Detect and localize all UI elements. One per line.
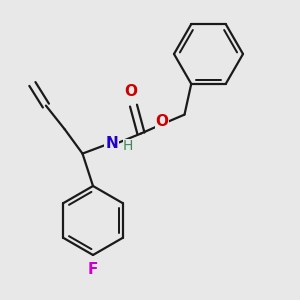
Text: O: O [124, 84, 138, 99]
Text: O: O [155, 114, 169, 129]
Text: N: N [105, 136, 118, 152]
Text: H: H [123, 140, 133, 153]
Text: F: F [88, 262, 98, 277]
